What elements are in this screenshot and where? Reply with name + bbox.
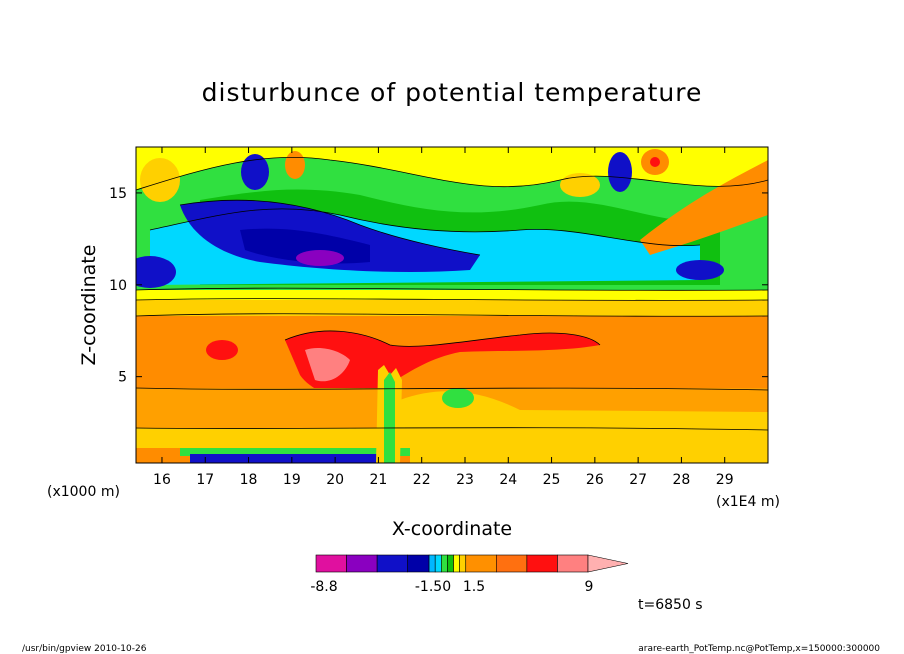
footer-right: arare-earth_PotTemp.nc@PotTemp,x=150000:…: [638, 644, 880, 654]
y-axis: 5 10 15: [109, 186, 768, 386]
colorbar-swatch: [557, 554, 589, 573]
colorbar-swatch: [434, 554, 442, 573]
colorbar-tick-label: 9: [585, 579, 594, 595]
band-yellow: [136, 290, 768, 300]
colorbar-extend-arrow: [587, 554, 629, 573]
colorbar: [315, 554, 629, 573]
colorbar-swatch: [407, 554, 430, 573]
x-axis-title: X-coordinate: [392, 518, 512, 540]
bottom-green: [180, 448, 410, 456]
x-tick-label: 23: [456, 472, 474, 488]
x-tick-label: 26: [586, 472, 604, 488]
yellow-blob-2: [140, 158, 180, 202]
yellow-blob-1: [560, 173, 600, 197]
colorbar-swatch: [496, 554, 528, 573]
colorbar-swatch: [453, 554, 460, 573]
colorbar-swatch: [315, 554, 347, 573]
orange-band-right: [640, 160, 768, 255]
band-gold: [136, 300, 768, 316]
blue-blob-left: [136, 256, 176, 288]
footer-left: /usr/bin/gpview 2010-10-26: [22, 644, 147, 654]
plot-frame: [135, 146, 769, 464]
colorbar-tick-label: 1.5: [463, 579, 485, 595]
bottom-yellow-r: [410, 448, 768, 463]
x-tick-label: 29: [716, 472, 734, 488]
x-tick-label: 16: [153, 472, 171, 488]
x-unit-left: (x1000 m): [47, 484, 120, 500]
x-tick-label: 28: [673, 472, 691, 488]
x-axis: 16 17 18 19 20 21 22 23 24 25 26 27 28 29: [153, 147, 734, 488]
purple-spot: [296, 250, 344, 266]
colorbar-swatch: [428, 554, 436, 573]
green-spot-low: [442, 388, 474, 408]
colorbar-swatch: [346, 554, 378, 573]
contour-lines: [136, 156, 768, 431]
colorbar-swatch: [441, 554, 448, 573]
bottom-yellow: [136, 428, 768, 448]
colorbar-swatch: [465, 554, 497, 573]
x-tick-label: 19: [283, 472, 301, 488]
x-tick-label: 18: [240, 472, 258, 488]
orange-blob-top: [285, 151, 305, 179]
blue-blob-r1: [608, 152, 632, 192]
blue-blob-top: [241, 154, 269, 190]
x-tick-label: 22: [413, 472, 431, 488]
x-tick-label: 25: [543, 472, 561, 488]
colorbar-tick-label: -1.50: [415, 579, 451, 595]
colorbar-tick-label: -8.8: [310, 579, 337, 595]
colorbar-swatch: [526, 554, 558, 573]
colorbar-swatch: [376, 554, 408, 573]
y-axis-title: Z-coordinate: [78, 245, 100, 366]
colorbar-swatch: [459, 554, 467, 573]
spike-inner: [384, 372, 395, 463]
red-region: [285, 330, 600, 399]
blue-blob-r2: [676, 260, 724, 280]
y-tick-label: 10: [109, 278, 127, 294]
y-tick-label: 5: [118, 370, 127, 386]
colorbar-swatch: [447, 554, 454, 573]
bottom-blue: [190, 454, 390, 463]
x-unit-right: (x1E4 m): [716, 494, 780, 510]
colorbar-labels: -8.8 -1.50 1.5 9: [310, 579, 593, 595]
pink-region: [305, 348, 350, 382]
x-tick-label: 27: [629, 472, 647, 488]
contour-field: [136, 147, 768, 463]
red-spot-top: [650, 157, 660, 167]
x-tick-label: 17: [196, 472, 214, 488]
red-blob-left: [206, 340, 238, 360]
x-tick-label: 20: [326, 472, 344, 488]
y-tick-label: 15: [109, 186, 127, 202]
x-tick-label: 24: [499, 472, 517, 488]
time-label: t=6850 s: [638, 597, 703, 613]
chart-title: disturbunce of potential temperature: [202, 78, 703, 107]
x-tick-label: 21: [369, 472, 387, 488]
